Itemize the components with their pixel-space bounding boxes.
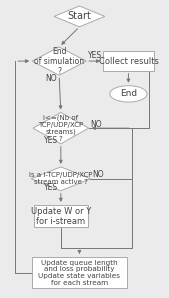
- Text: i<=(Nb of
TCP/UDP/XCP
streams)
?: i<=(Nb of TCP/UDP/XCP streams) ?: [38, 114, 83, 142]
- Text: YES: YES: [44, 183, 58, 192]
- Polygon shape: [31, 167, 90, 191]
- FancyBboxPatch shape: [34, 205, 88, 227]
- Ellipse shape: [110, 86, 147, 102]
- Text: Update W or Y
for i-stream: Update W or Y for i-stream: [31, 207, 91, 226]
- Text: End
of simulation
?: End of simulation ?: [34, 46, 84, 76]
- Text: Update queue length
and loss probability
Update state variables
for each stream: Update queue length and loss probability…: [38, 260, 120, 286]
- Polygon shape: [33, 113, 89, 144]
- Polygon shape: [32, 47, 86, 75]
- Text: YES: YES: [88, 51, 102, 60]
- Text: Is a i-TCP/UDP/XCP
stream active ?: Is a i-TCP/UDP/XCP stream active ?: [29, 173, 93, 185]
- Text: NO: NO: [90, 120, 102, 129]
- Text: NO: NO: [46, 74, 57, 83]
- Polygon shape: [54, 6, 105, 27]
- FancyBboxPatch shape: [103, 51, 154, 71]
- Text: End: End: [120, 89, 137, 98]
- Text: YES: YES: [44, 136, 58, 145]
- Text: Collect results: Collect results: [99, 57, 158, 66]
- Text: NO: NO: [92, 170, 104, 179]
- FancyBboxPatch shape: [32, 257, 127, 288]
- Text: Start: Start: [67, 11, 91, 21]
